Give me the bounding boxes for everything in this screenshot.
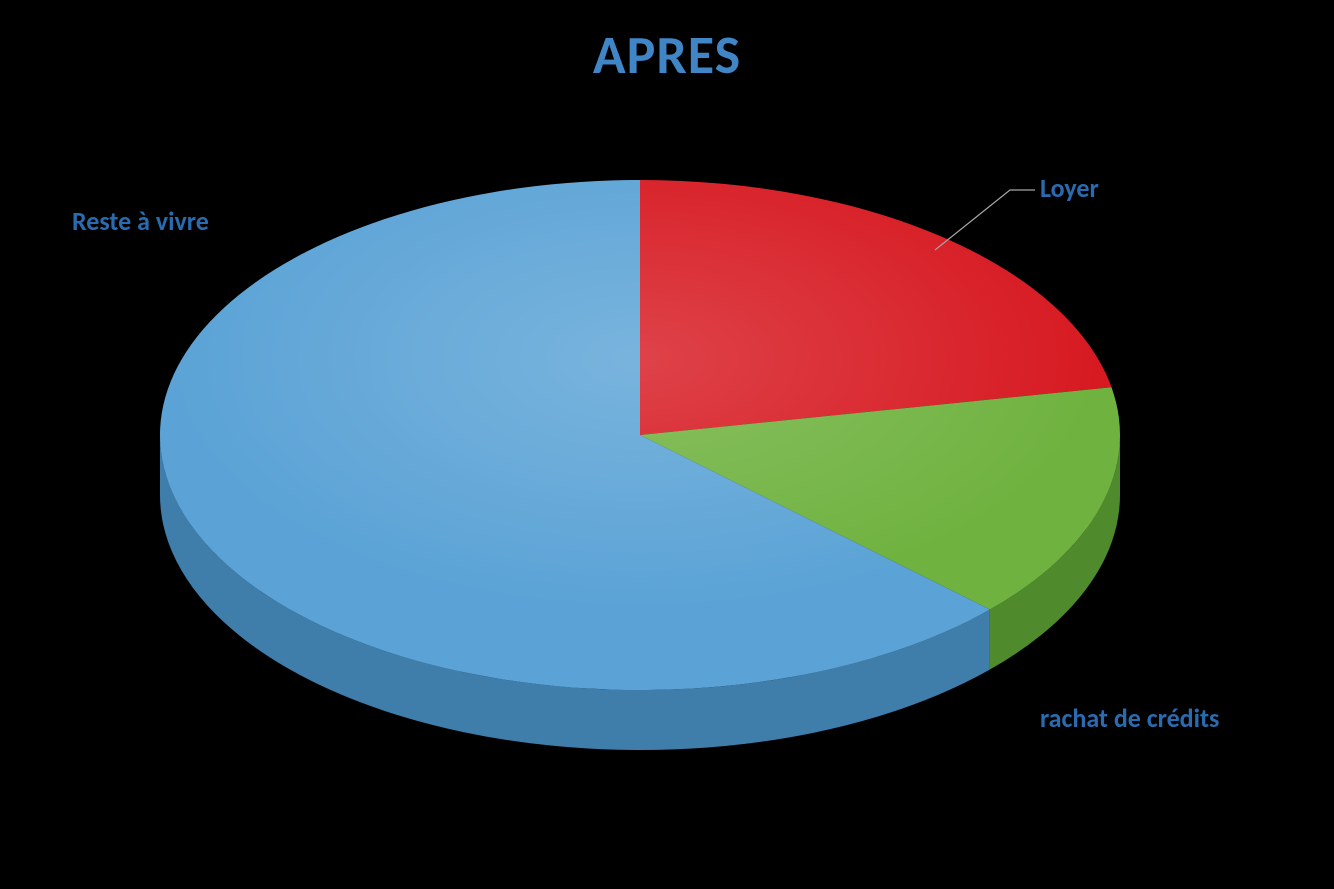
slice-label: Loyer xyxy=(1040,172,1099,204)
pie-chart xyxy=(0,0,1334,889)
slice-label: rachat de crédits xyxy=(1040,702,1219,734)
slice-label: Reste à vivre xyxy=(72,205,209,237)
